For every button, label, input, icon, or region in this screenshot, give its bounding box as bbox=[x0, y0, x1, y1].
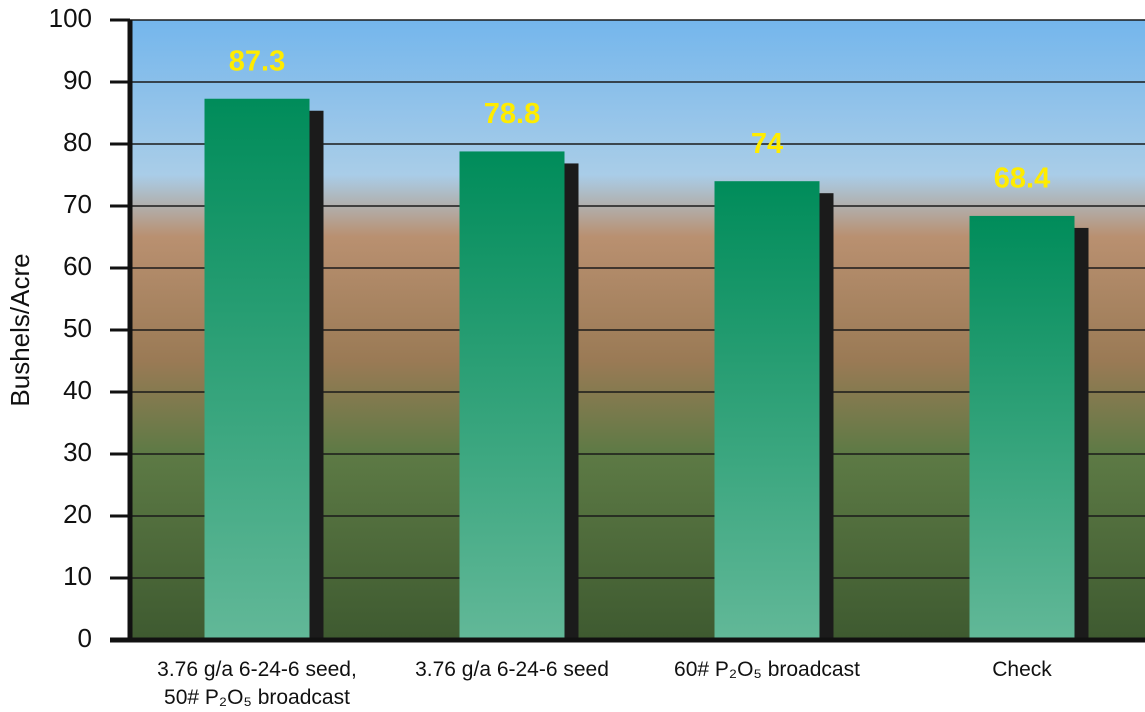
bar bbox=[460, 151, 565, 640]
page: {"chart_data": {"type": "bar", "y_label"… bbox=[0, 0, 1145, 709]
bar bbox=[970, 216, 1075, 640]
y-tick-label: 10 bbox=[63, 561, 92, 591]
value-label: 87.3 bbox=[229, 45, 285, 77]
y-tick-label: 100 bbox=[49, 3, 92, 33]
value-label: 78.8 bbox=[484, 98, 540, 130]
y-tick-label: 80 bbox=[63, 127, 92, 157]
bar bbox=[205, 99, 310, 640]
y-tick-label: 20 bbox=[63, 499, 92, 529]
y-tick-label: 90 bbox=[63, 65, 92, 95]
y-tick-label: 60 bbox=[63, 251, 92, 281]
x-tick-label: 3.76 g/a 6-24-6 seed, 50# P₂O₅ broadcast bbox=[127, 656, 387, 712]
value-label: 74 bbox=[751, 128, 783, 160]
y-tick-label: 30 bbox=[63, 437, 92, 467]
y-tick-label: 40 bbox=[63, 375, 92, 405]
x-tick-label: 3.76 g/a 6-24-6 seed bbox=[382, 656, 642, 684]
y-tick-label: 70 bbox=[63, 189, 92, 219]
y-axis-title: Bushels/Acre bbox=[5, 253, 35, 406]
value-label: 68.4 bbox=[994, 163, 1050, 195]
x-tick-label: 60# P₂O₅ broadcast bbox=[637, 656, 897, 684]
x-tick-label: Check bbox=[892, 656, 1145, 684]
bar bbox=[715, 181, 820, 640]
y-tick-label: 50 bbox=[63, 313, 92, 343]
chart: Bushels/Acre 0 10 20 30 40 50 60 70 80 90 100 87.3 7… bbox=[0, 0, 1145, 709]
y-tick-label: 0 bbox=[78, 623, 92, 653]
